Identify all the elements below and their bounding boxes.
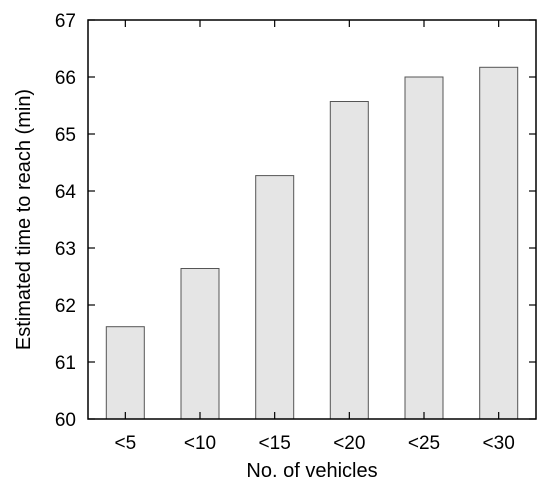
- x-tick-label: <30: [483, 433, 515, 454]
- bar-3: [255, 175, 295, 420]
- bar-6: [479, 66, 519, 420]
- ticks-layer: <5 <10 <15 <20 <25 <30 60 61 62 63 64 65 66 67: [55, 11, 536, 454]
- y-tick-label: 67: [55, 11, 76, 32]
- y-tick-label: 61: [55, 353, 76, 374]
- x-tick-label: <15: [259, 433, 291, 454]
- x-tick-label: <20: [333, 433, 365, 454]
- bar-1: [105, 326, 145, 420]
- y-tick-label: 65: [55, 125, 76, 146]
- y-tick-label: 62: [55, 296, 76, 317]
- plot-frame: [87, 19, 537, 420]
- bar-2: [180, 268, 220, 420]
- x-tick-label: <5: [114, 433, 136, 454]
- x-tick-label: <10: [184, 433, 216, 454]
- y-tick-label: 60: [55, 410, 76, 431]
- bar-4: [329, 101, 369, 420]
- y-tick-label: 66: [55, 68, 76, 89]
- y-tick-label: 64: [55, 182, 77, 203]
- x-axis-title: No. of vehicles: [246, 460, 377, 482]
- bars-layer: [105, 66, 519, 420]
- y-tick-label: 63: [55, 239, 76, 260]
- y-axis-title: Estimated time to reach (min): [13, 89, 35, 350]
- x-tick-label: <25: [408, 433, 440, 454]
- bar-5: [404, 76, 444, 420]
